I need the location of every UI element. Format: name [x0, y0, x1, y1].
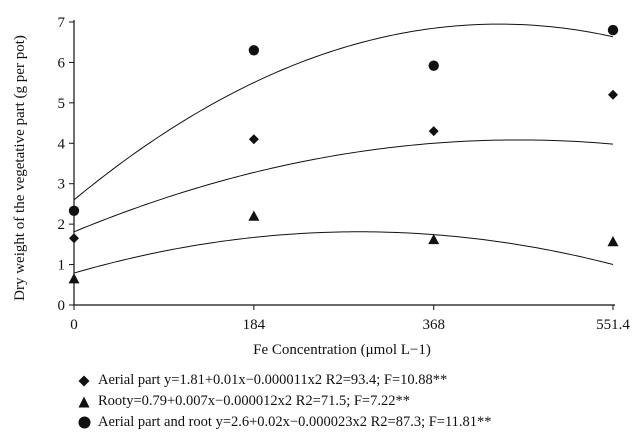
- legend-item-aerial-part: Aerial part y=1.81+0.01x−0.000011x2 R2=9…: [76, 370, 636, 391]
- y-tick-label: 1: [58, 258, 66, 274]
- fit-curve: [73, 139, 614, 233]
- diamond-marker-icon: [76, 373, 92, 389]
- chart-svg: 0 1 2 3 4 5 6 7 0 184 368 551.4 Dry weight of the v…: [12, 15, 631, 358]
- circle-point: [248, 45, 260, 56]
- fit-curve: [73, 23, 614, 201]
- triangle-point: [68, 273, 80, 284]
- y-tick-label: 7: [58, 15, 66, 31]
- legend-label: Aerial part and root y=2.6+0.02x−0.00002…: [98, 414, 492, 430]
- legend-item-aerial-part-and-root: Aerial part and root y=2.6+0.02x−0.00002…: [76, 412, 636, 433]
- triangle-point: [248, 210, 260, 221]
- diamond-point: [248, 134, 259, 145]
- circle-point: [607, 24, 619, 36]
- circle-marker-icon: [76, 415, 92, 431]
- y-axis-label: Dry weight of the vegetative part (g per…: [12, 35, 28, 301]
- fit-curve: [73, 231, 614, 274]
- y-tick-label: 5: [58, 96, 66, 112]
- legend-label: Aerial part y=1.81+0.01x−0.000011x2 R2=9…: [98, 372, 448, 388]
- legend: Aerial part y=1.81+0.01x−0.000011x2 R2=9…: [76, 370, 636, 433]
- y-tick-label: 6: [58, 55, 66, 71]
- triangle-point: [428, 234, 440, 245]
- x-tick-label: 0: [70, 317, 78, 333]
- legend-label: Rooty=0.79+0.007x−0.000012x2 R2=71.5; F=…: [98, 393, 410, 409]
- y-tick-label: 4: [58, 136, 66, 152]
- fit-curves: [73, 23, 614, 274]
- circle-point: [428, 60, 439, 71]
- x-axis-label: Fe Concentration (μmol L−1): [253, 342, 431, 358]
- diamond-point: [69, 233, 79, 244]
- data-points: [68, 24, 619, 284]
- circle-point: [68, 205, 80, 217]
- y-tick-label: 0: [58, 298, 66, 314]
- axes: 0 1 2 3 4 5 6 7 0 184 368 551.4: [58, 15, 631, 333]
- legend-item-root: Rooty=0.79+0.007x−0.000012x2 R2=71.5; F=…: [76, 391, 636, 412]
- triangle-point: [607, 236, 619, 247]
- diamond-point: [428, 126, 439, 137]
- y-tick-label: 2: [58, 217, 66, 233]
- diamond-point: [608, 89, 618, 100]
- x-tick-label: 551.4: [596, 317, 630, 333]
- x-tick-label: 184: [243, 317, 266, 333]
- x-tick-label: 368: [422, 317, 445, 333]
- triangle-marker-icon: [76, 394, 92, 410]
- y-tick-label: 3: [58, 177, 66, 193]
